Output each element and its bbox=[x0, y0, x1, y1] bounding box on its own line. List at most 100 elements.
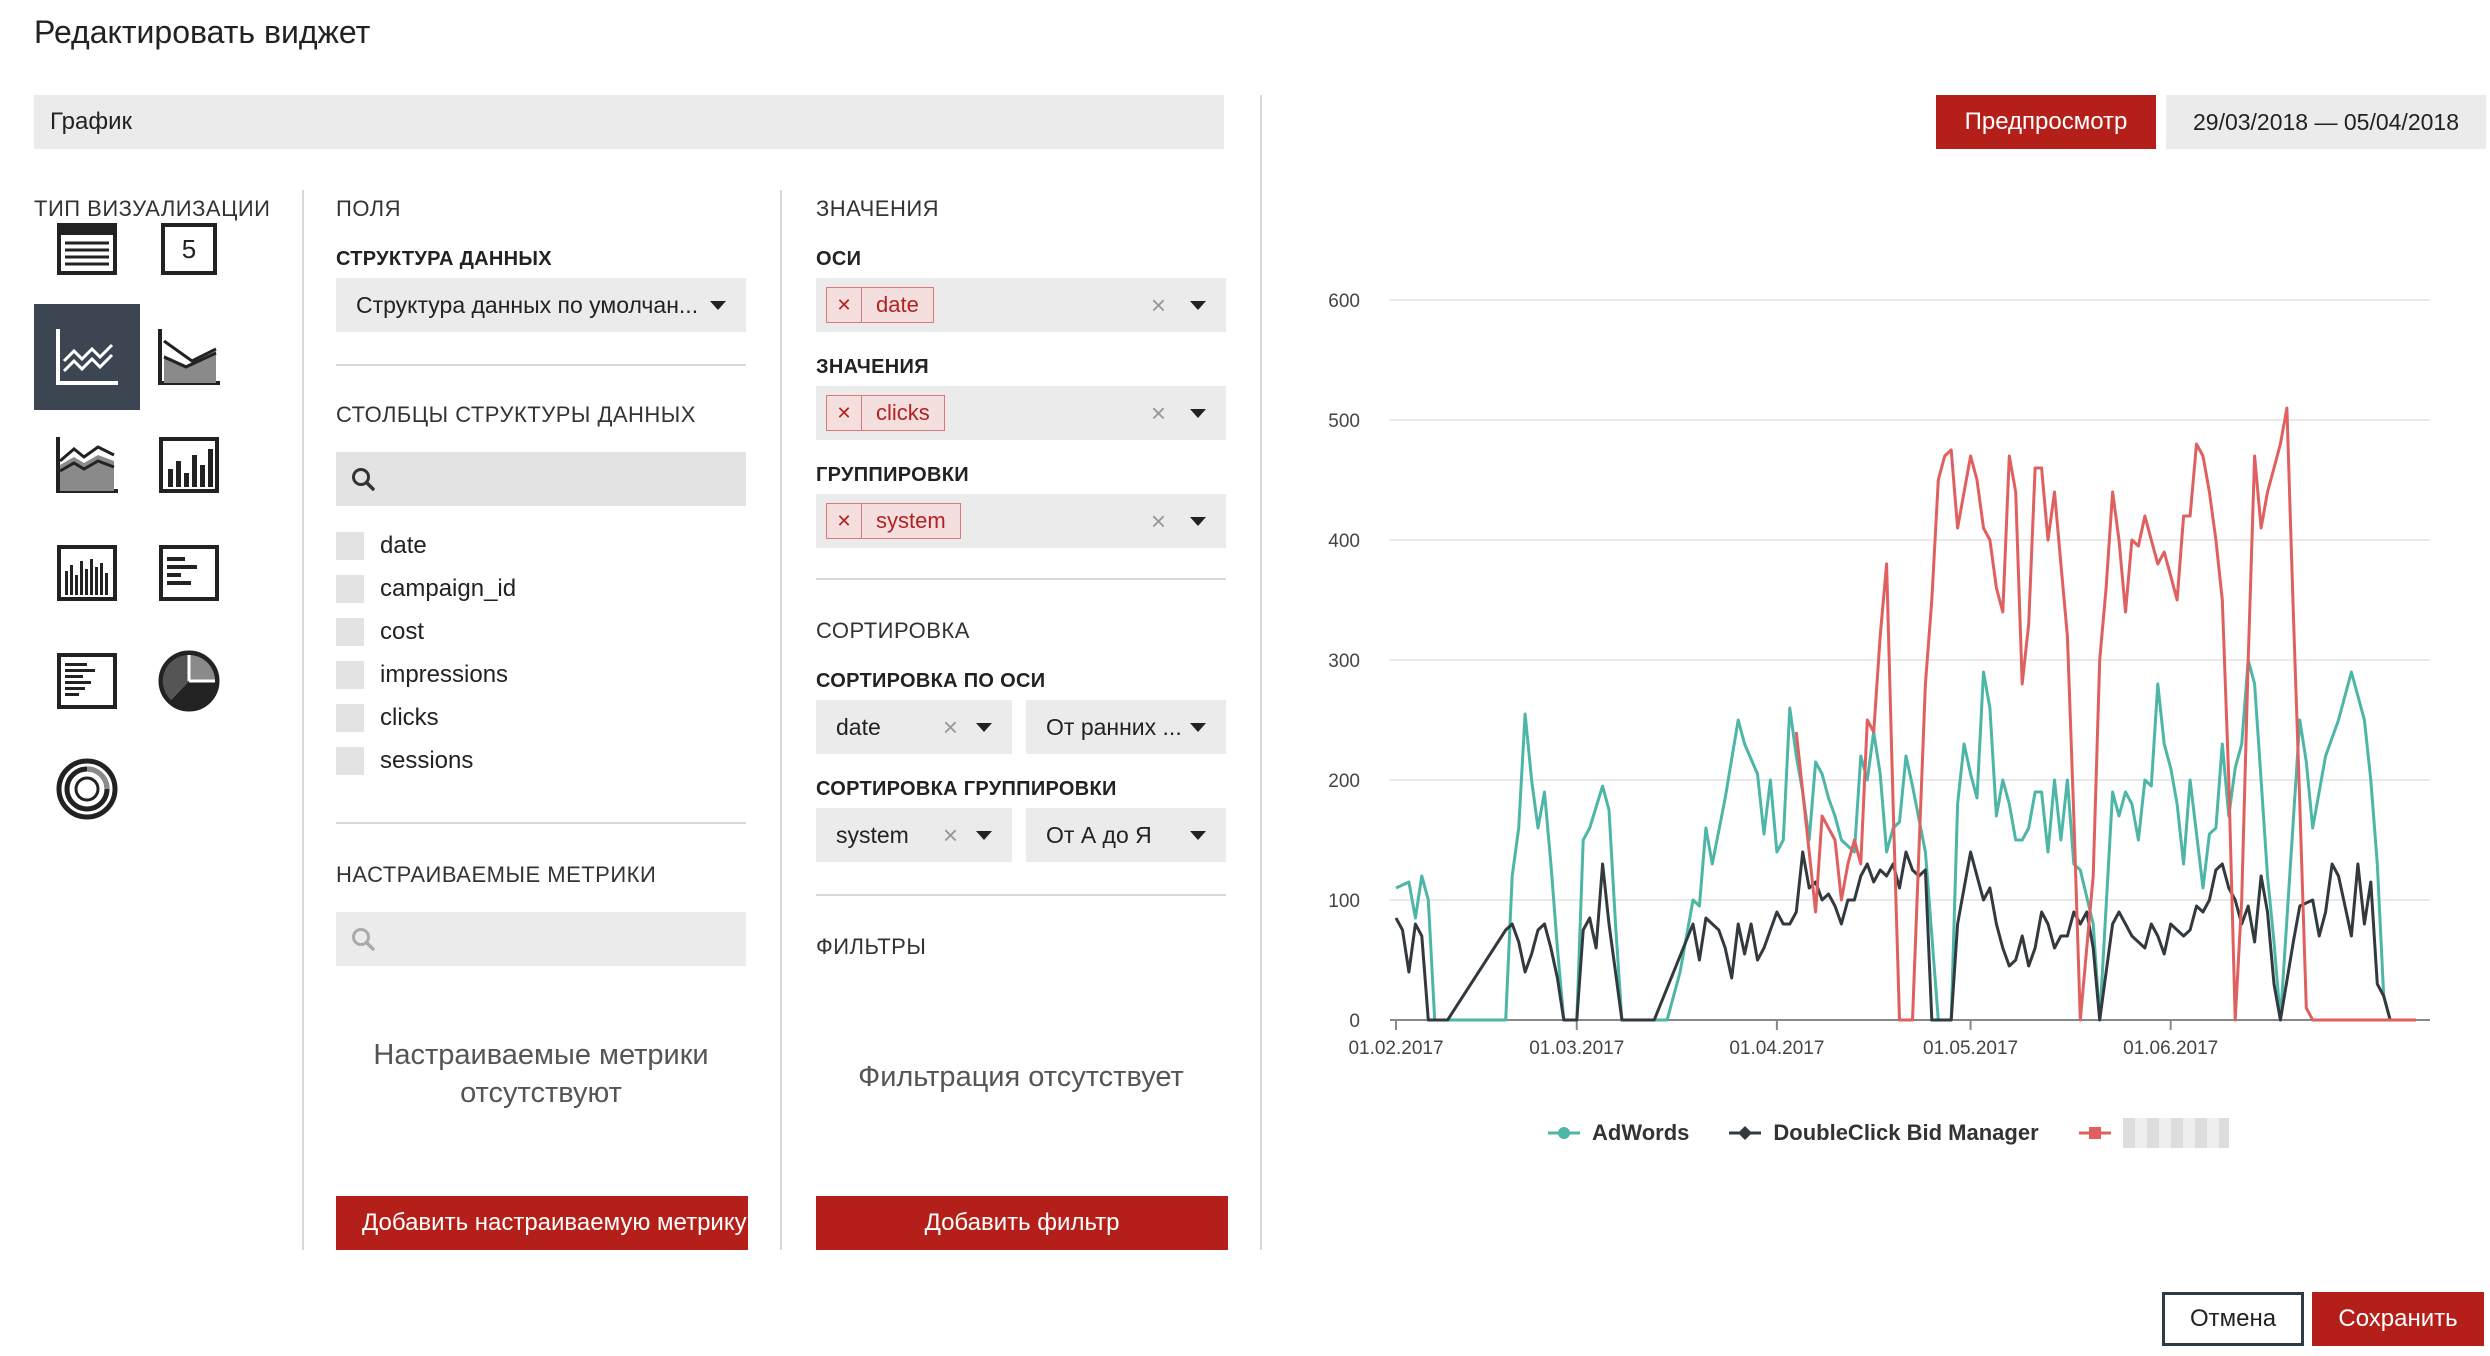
values-select[interactable]: ✕ clicks × bbox=[816, 386, 1226, 440]
sort-grouping-field-select[interactable]: system × bbox=[816, 808, 1012, 862]
sort-axis-label: СОРТИРОВКА ПО ОСИ bbox=[816, 670, 1046, 692]
column-item[interactable]: date bbox=[336, 524, 746, 567]
search-icon bbox=[352, 928, 375, 951]
add-filter-button[interactable]: Добавить фильтр bbox=[816, 1196, 1228, 1250]
sort-grouping-order-select[interactable]: От А до Я bbox=[1026, 808, 1226, 862]
legend-item[interactable]: DoubleClick Bid Manager bbox=[1727, 1120, 2039, 1146]
line-chart-icon bbox=[54, 327, 120, 387]
horizontal-bar-icon bbox=[159, 545, 219, 601]
chevron-down-icon bbox=[976, 830, 992, 840]
y-tick-label: 600 bbox=[1328, 291, 1360, 312]
remove-tag-icon[interactable]: ✕ bbox=[827, 288, 862, 322]
date-range-picker[interactable]: 29/03/2018 — 05/04/2018 bbox=[2166, 95, 2486, 149]
axes-tag[interactable]: ✕ date bbox=[826, 287, 934, 323]
columns-heading: СТОЛБЦЫ СТРУКТУРЫ ДАННЫХ bbox=[336, 402, 696, 427]
legend-item[interactable] bbox=[2077, 1118, 2229, 1148]
axes-label: ОСИ bbox=[816, 248, 862, 270]
chevron-down-icon bbox=[1190, 300, 1206, 310]
bar-chart-icon bbox=[159, 437, 219, 493]
column-item[interactable]: impressions bbox=[336, 653, 746, 696]
dialog-title: Редактировать виджет bbox=[34, 14, 371, 50]
y-tick-label: 0 bbox=[1349, 1011, 1360, 1032]
custom-metrics-empty-message: Настраиваемые метрики отсутствуют bbox=[373, 1039, 709, 1109]
chevron-down-icon bbox=[1190, 722, 1206, 732]
column-checkbox[interactable] bbox=[336, 574, 364, 603]
column-label: cost bbox=[380, 617, 425, 645]
viz-type-area-range[interactable] bbox=[136, 304, 242, 410]
area-range-icon bbox=[156, 327, 222, 387]
values-tag-label: clicks bbox=[876, 400, 930, 425]
x-tick-label: 01.03.2017 bbox=[1529, 1038, 1624, 1059]
divider bbox=[336, 822, 746, 824]
clear-icon[interactable]: × bbox=[1150, 505, 1166, 536]
widget-name-input[interactable]: График bbox=[34, 95, 1224, 149]
column-item[interactable]: cost bbox=[336, 610, 746, 653]
columns-search-input[interactable] bbox=[336, 452, 746, 506]
redacted-legend-label bbox=[2122, 1118, 2229, 1148]
column-checkbox[interactable] bbox=[336, 531, 364, 560]
preview-button[interactable]: Предпросмотр bbox=[1936, 95, 2156, 149]
grouping-tag[interactable]: ✕ system bbox=[826, 503, 961, 539]
data-structure-label: СТРУКТУРА ДАННЫХ bbox=[336, 248, 552, 270]
viz-type-bar-chart[interactable] bbox=[136, 412, 242, 518]
clear-icon[interactable]: × bbox=[942, 819, 958, 850]
number-icon: 5 bbox=[161, 223, 217, 275]
viz-type-area-chart[interactable] bbox=[34, 412, 140, 518]
viz-type-horizontal-bar[interactable] bbox=[136, 520, 242, 626]
legend-circle-marker-icon bbox=[1546, 1123, 1582, 1143]
chevron-down-icon bbox=[710, 300, 726, 310]
column-label: sessions bbox=[380, 746, 474, 774]
custom-metrics-heading: НАСТРАИВАЕМЫЕ МЕТРИКИ bbox=[336, 862, 657, 887]
column-divider bbox=[780, 190, 782, 1250]
column-checkbox[interactable] bbox=[336, 703, 364, 732]
viz-type-pie-chart[interactable] bbox=[136, 628, 242, 734]
cancel-button[interactable]: Отмена bbox=[2162, 1292, 2304, 1346]
axes-select[interactable]: ✕ date × bbox=[816, 278, 1226, 332]
chevron-down-icon bbox=[1190, 408, 1206, 418]
legend-item[interactable]: AdWords bbox=[1546, 1120, 1689, 1146]
x-tick-label: 01.04.2017 bbox=[1729, 1038, 1824, 1059]
sort-axis-order-value: От ранних ... bbox=[1046, 713, 1182, 740]
viz-type-donut-chart[interactable] bbox=[34, 736, 140, 842]
column-item[interactable]: clicks bbox=[336, 696, 746, 739]
data-structure-select[interactable]: Структура данных по умолчан... bbox=[336, 278, 746, 332]
viz-type-dense-bar-chart[interactable] bbox=[34, 520, 140, 626]
sort-axis-field-select[interactable]: date × bbox=[816, 700, 1012, 754]
custom-metrics-search-input[interactable] bbox=[336, 912, 746, 966]
add-custom-metric-button[interactable]: Добавить настраиваемую метрику bbox=[336, 1196, 748, 1250]
series-line-1 bbox=[1395, 658, 2416, 1022]
column-item[interactable]: campaign_id bbox=[336, 567, 746, 610]
sort-axis-order-select[interactable]: От ранних ... bbox=[1026, 700, 1226, 754]
y-tick-label: 200 bbox=[1328, 771, 1360, 792]
viz-type-line-chart[interactable] bbox=[34, 304, 140, 410]
x-tick-label: 01.02.2017 bbox=[1348, 1038, 1443, 1059]
clear-icon[interactable]: × bbox=[942, 711, 958, 742]
viz-type-number[interactable]: 5 bbox=[136, 196, 242, 302]
chevron-down-icon bbox=[1190, 516, 1206, 526]
viz-type-list-chart[interactable] bbox=[34, 628, 140, 734]
column-checkbox[interactable] bbox=[336, 746, 364, 775]
sort-grouping-field-value: system bbox=[836, 821, 909, 848]
divider bbox=[816, 894, 1226, 896]
remove-tag-icon[interactable]: ✕ bbox=[827, 396, 862, 430]
viz-type-table[interactable] bbox=[34, 196, 140, 302]
sorting-heading: СОРТИРОВКА bbox=[816, 618, 970, 643]
donut-chart-icon bbox=[55, 757, 119, 821]
column-checkbox[interactable] bbox=[336, 617, 364, 646]
filters-empty-message: Фильтрация отсутствует bbox=[858, 1061, 1184, 1093]
save-button[interactable]: Сохранить bbox=[2312, 1292, 2484, 1346]
sort-axis-field-value: date bbox=[836, 713, 881, 740]
values-tag[interactable]: ✕ clicks bbox=[826, 395, 945, 431]
column-label: impressions bbox=[380, 660, 509, 688]
column-item[interactable]: sessions bbox=[336, 739, 746, 782]
clear-icon[interactable]: × bbox=[1150, 289, 1166, 320]
sort-grouping-label: СОРТИРОВКА ГРУППИРОВКИ bbox=[816, 778, 1117, 800]
column-checkbox[interactable] bbox=[336, 660, 364, 689]
clear-icon[interactable]: × bbox=[1150, 397, 1166, 428]
remove-tag-icon[interactable]: ✕ bbox=[827, 504, 862, 538]
pie-chart-icon bbox=[157, 649, 221, 713]
values-label: ЗНАЧЕНИЯ bbox=[816, 356, 929, 378]
chart-legend: AdWords DoubleClick Bid Manager bbox=[1546, 1118, 2229, 1148]
grouping-select[interactable]: ✕ system × bbox=[816, 494, 1226, 548]
axes-tag-label: date bbox=[876, 292, 919, 317]
